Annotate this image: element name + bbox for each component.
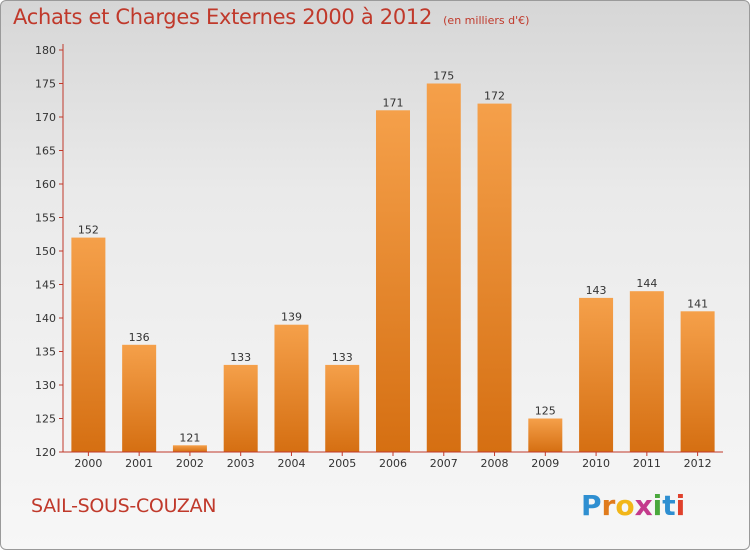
bar-2011 xyxy=(629,291,664,452)
bar-2001 xyxy=(122,344,157,452)
data-label-2001: 136 xyxy=(129,331,150,344)
x-tick-2012: 2012 xyxy=(684,457,712,470)
data-label-2003: 133 xyxy=(230,351,251,364)
y-tick-130: 130 xyxy=(35,379,56,392)
bar-2007 xyxy=(426,83,461,452)
title-block: Achats et Charges Externes 2000 à 2012 (… xyxy=(13,5,529,29)
bar-2004 xyxy=(274,324,309,452)
bar-2012 xyxy=(680,311,715,452)
data-label-2007: 175 xyxy=(433,70,454,83)
data-label-2002: 121 xyxy=(179,431,200,444)
data-label-2010: 143 xyxy=(586,284,607,297)
y-tick-180: 180 xyxy=(35,44,56,57)
x-tick-2009: 2009 xyxy=(531,457,559,470)
bar-2009 xyxy=(528,418,563,452)
bar-2005 xyxy=(325,364,360,452)
y-tick-145: 145 xyxy=(35,279,56,292)
x-tick-2001: 2001 xyxy=(125,457,153,470)
logo-letter: i xyxy=(675,489,686,522)
logo-letter: o xyxy=(615,489,635,522)
chart-subtitle: (en milliers d'€) xyxy=(443,14,530,27)
bar-2008 xyxy=(477,103,512,452)
bar-2002 xyxy=(172,445,207,452)
y-tick-125: 125 xyxy=(35,413,56,426)
x-tick-2002: 2002 xyxy=(176,457,204,470)
data-label-2006: 171 xyxy=(383,96,404,109)
x-tick-2006: 2006 xyxy=(379,457,407,470)
y-tick-170: 170 xyxy=(35,111,56,124)
data-label-2012: 141 xyxy=(687,297,708,310)
commune-name: SAIL-SOUS-COUZAN xyxy=(31,495,217,517)
bar-2003 xyxy=(223,364,258,452)
x-tick-2000: 2000 xyxy=(74,457,102,470)
y-tick-165: 165 xyxy=(35,145,56,158)
logo-letter: x xyxy=(634,489,653,522)
data-label-2005: 133 xyxy=(332,351,353,364)
data-label-2004: 139 xyxy=(281,311,302,324)
logo-letter: r xyxy=(601,489,616,522)
bar-2010 xyxy=(579,297,614,452)
x-tick-2011: 2011 xyxy=(633,457,661,470)
y-tick-160: 160 xyxy=(35,178,56,191)
y-tick-150: 150 xyxy=(35,245,56,258)
y-tick-155: 155 xyxy=(35,212,56,225)
x-tick-2005: 2005 xyxy=(328,457,356,470)
y-tick-120: 120 xyxy=(35,446,56,459)
chart-title: Achats et Charges Externes 2000 à 2012 xyxy=(13,5,433,29)
logo-letter: i xyxy=(652,489,663,522)
bar-2006 xyxy=(376,110,410,453)
proxiti-logo: Proxiti xyxy=(581,489,685,522)
y-tick-140: 140 xyxy=(35,312,56,325)
bar-2000 xyxy=(71,237,106,452)
y-tick-175: 175 xyxy=(35,78,56,91)
x-tick-2008: 2008 xyxy=(481,457,509,470)
x-tick-2007: 2007 xyxy=(430,457,458,470)
data-label-2000: 152 xyxy=(78,224,99,237)
x-tick-2004: 2004 xyxy=(277,457,305,470)
data-label-2011: 144 xyxy=(636,277,657,290)
data-label-2009: 125 xyxy=(535,405,556,418)
x-tick-2003: 2003 xyxy=(227,457,255,470)
data-label-2008: 172 xyxy=(484,90,505,103)
x-tick-2010: 2010 xyxy=(582,457,610,470)
logo-letter: t xyxy=(662,489,676,522)
logo-letter: P xyxy=(581,489,602,522)
y-tick-135: 135 xyxy=(35,346,56,359)
